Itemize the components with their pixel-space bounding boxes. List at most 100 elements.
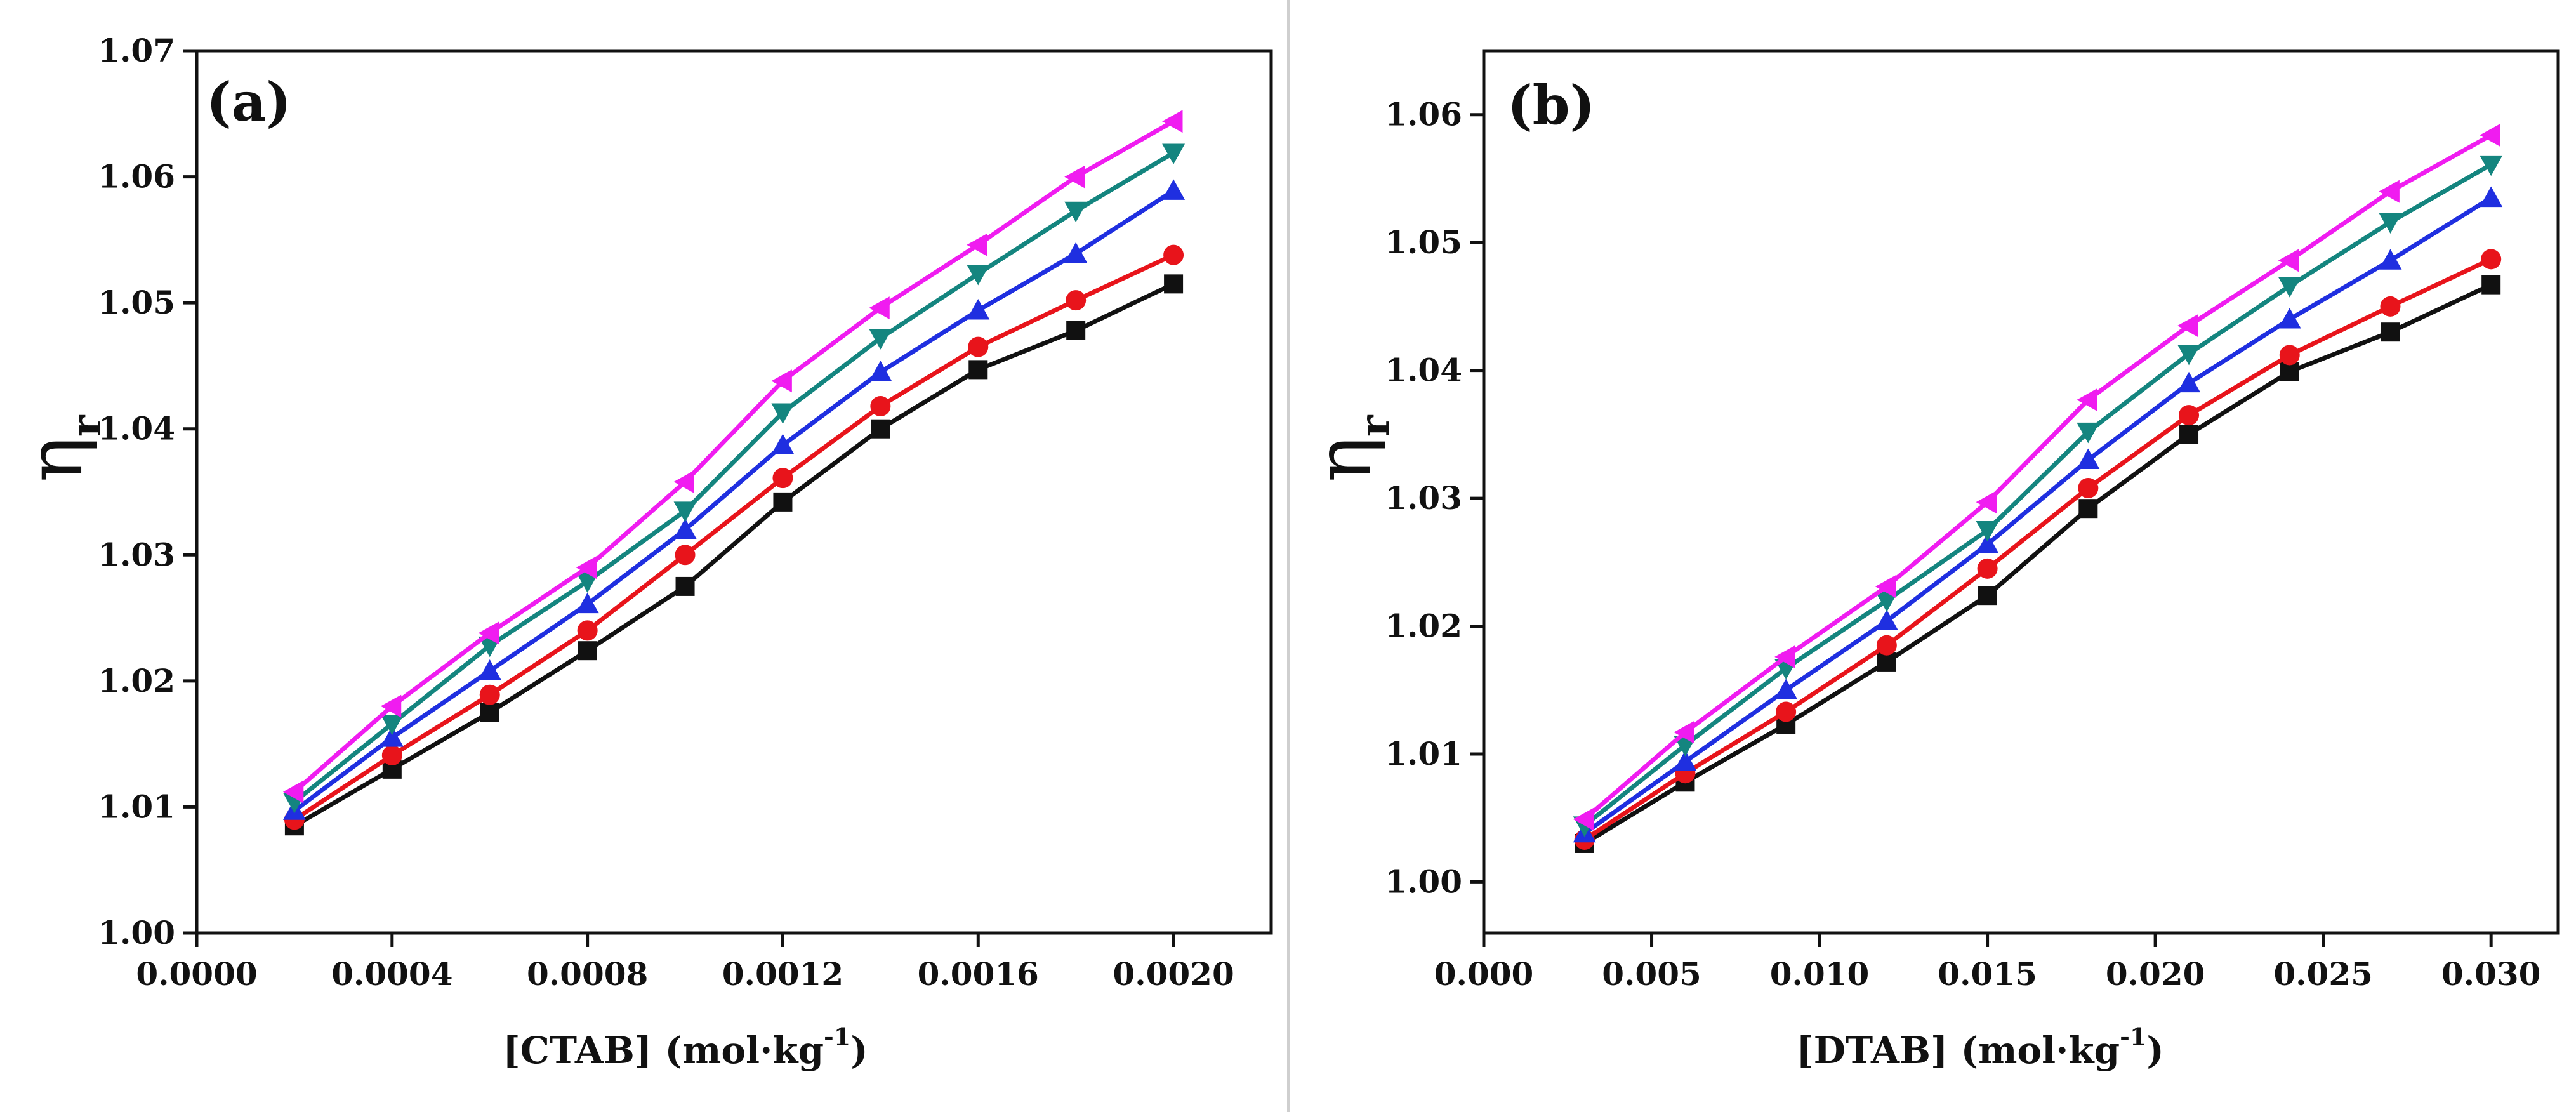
data-point-a-2 bbox=[381, 745, 402, 766]
data-point-a-1 bbox=[773, 492, 793, 512]
x-tick-label-b: 0.025 bbox=[2273, 955, 2373, 993]
series-line-b-2 bbox=[1583, 257, 2492, 842]
data-point-a-5 bbox=[1162, 110, 1183, 133]
data-point-a-4 bbox=[380, 714, 404, 736]
data-point-a-5 bbox=[673, 470, 694, 494]
data-point-a-3 bbox=[967, 299, 990, 320]
plot-frame-a bbox=[195, 49, 1273, 935]
y-tick-label-a: 1.04 bbox=[98, 410, 175, 447]
data-point-b-1 bbox=[1978, 586, 1997, 606]
x-tick-label-b: 0.000 bbox=[1434, 955, 1534, 993]
data-point-a-4 bbox=[869, 329, 892, 350]
data-point-b-4 bbox=[1976, 521, 1999, 542]
y-tick-label-b: 1.04 bbox=[1385, 352, 1462, 389]
data-point-b-3 bbox=[2278, 308, 2301, 329]
y-tick-label-b: 1.06 bbox=[1385, 96, 1462, 133]
data-point-a-5 bbox=[576, 556, 597, 579]
data-point-b-2 bbox=[1776, 701, 1797, 722]
data-point-b-2 bbox=[1977, 558, 1998, 579]
data-point-a-1 bbox=[1164, 274, 1184, 294]
data-point-b-4 bbox=[2379, 213, 2402, 234]
series-line-a-2 bbox=[293, 253, 1175, 822]
panel-a: (a) ηr [CTAB] (mol·kg-1) 0.0000 0.0004 0.0… bbox=[11, 32, 1273, 1072]
data-point-b-1 bbox=[2280, 362, 2299, 381]
x-tick-label-a: 0.0012 bbox=[722, 955, 843, 993]
x-axis-title-a-end: ) bbox=[850, 1029, 868, 1072]
y-tick-label-a: 1.05 bbox=[98, 284, 175, 321]
data-point-a-1 bbox=[1066, 321, 1086, 340]
y-axis-title-a-sub: r bbox=[63, 414, 110, 437]
y-axis-title-b-sub: r bbox=[1351, 414, 1399, 437]
data-point-b-1 bbox=[2481, 275, 2501, 295]
data-point-b-5 bbox=[1875, 575, 1896, 599]
data-point-a-4 bbox=[1064, 201, 1088, 223]
y-axis-title-b: ηr bbox=[1300, 414, 1399, 482]
data-point-a-3 bbox=[771, 434, 795, 454]
data-point-a-4 bbox=[967, 265, 990, 286]
data-point-a-3 bbox=[673, 518, 697, 539]
series-line-a-5 bbox=[293, 119, 1175, 794]
data-point-b-3 bbox=[1774, 678, 1798, 699]
x-tick-label-b: 0.005 bbox=[1602, 955, 1701, 993]
x-axis-title-a-sup: -1 bbox=[824, 1023, 850, 1051]
y-tick-label-b: 1.05 bbox=[1385, 223, 1462, 261]
data-point-a-3 bbox=[380, 726, 404, 747]
data-point-b-1 bbox=[1877, 652, 1896, 672]
data-point-b-4 bbox=[2278, 277, 2301, 298]
data-point-b-3 bbox=[1674, 750, 1697, 771]
data-point-a-2 bbox=[968, 336, 989, 357]
data-point-b-3 bbox=[2379, 249, 2402, 270]
data-point-a-2 bbox=[870, 395, 891, 416]
data-point-a-2 bbox=[772, 468, 793, 489]
data-point-a-4 bbox=[673, 501, 697, 522]
panel-label-a: (a) bbox=[206, 70, 291, 133]
y-tick-label-a: 1.01 bbox=[98, 788, 175, 825]
data-point-b-4 bbox=[2480, 155, 2503, 176]
y-tick-label-a: 1.00 bbox=[98, 914, 175, 951]
data-point-b-5 bbox=[2077, 388, 2097, 411]
y-tick-label-b: 1.03 bbox=[1385, 479, 1462, 517]
data-point-a-1 bbox=[968, 360, 988, 380]
y-tick-label-a: 1.03 bbox=[98, 536, 175, 573]
data-point-b-5 bbox=[2379, 180, 2400, 203]
data-point-a-2 bbox=[1163, 244, 1184, 265]
data-point-a-3 bbox=[1162, 179, 1186, 200]
data-point-b-5 bbox=[1674, 720, 1694, 744]
data-point-a-5 bbox=[771, 369, 792, 393]
series-line-a-1 bbox=[293, 282, 1175, 828]
y-tick-label-b: 1.00 bbox=[1385, 863, 1462, 900]
data-point-a-5 bbox=[1064, 165, 1085, 189]
data-point-b-3 bbox=[2480, 186, 2503, 208]
y-axis-title-a-main: η bbox=[11, 437, 100, 482]
data-point-b-5 bbox=[1573, 807, 1594, 831]
data-point-b-5 bbox=[2278, 249, 2299, 272]
data-point-a-2 bbox=[479, 684, 500, 705]
data-point-a-3 bbox=[478, 659, 501, 680]
data-point-a-1 bbox=[675, 576, 695, 596]
data-point-b-4 bbox=[2177, 345, 2201, 366]
data-point-a-2 bbox=[1066, 290, 1087, 311]
series-line-a-3 bbox=[293, 189, 1175, 813]
x-tick-label-a: 0.0020 bbox=[1113, 955, 1234, 993]
data-point-a-4 bbox=[576, 572, 599, 593]
series-line-b-5 bbox=[1583, 133, 2492, 821]
x-tick-label-b: 0.030 bbox=[2441, 955, 2541, 993]
data-point-b-3 bbox=[2077, 448, 2100, 470]
data-point-b-2 bbox=[2179, 405, 2200, 426]
y-tick-label-b: 1.01 bbox=[1385, 735, 1462, 772]
data-point-b-2 bbox=[2380, 296, 2401, 317]
data-point-a-1 bbox=[578, 641, 597, 661]
data-point-b-5 bbox=[2480, 123, 2500, 147]
data-point-b-1 bbox=[2381, 322, 2400, 342]
data-point-b-4 bbox=[1875, 591, 1898, 612]
x-tick-label-a: 0.0000 bbox=[136, 955, 257, 993]
data-point-a-4 bbox=[1162, 143, 1186, 164]
data-point-a-3 bbox=[869, 361, 892, 381]
x-axis-title-b-sup: -1 bbox=[2120, 1023, 2146, 1051]
data-point-b-1 bbox=[2179, 425, 2199, 444]
data-point-a-5 bbox=[869, 296, 890, 320]
plot-frame-b bbox=[1482, 49, 2560, 935]
data-point-b-3 bbox=[1875, 609, 1898, 630]
data-point-a-5 bbox=[967, 233, 987, 256]
data-point-a-5 bbox=[282, 780, 304, 804]
